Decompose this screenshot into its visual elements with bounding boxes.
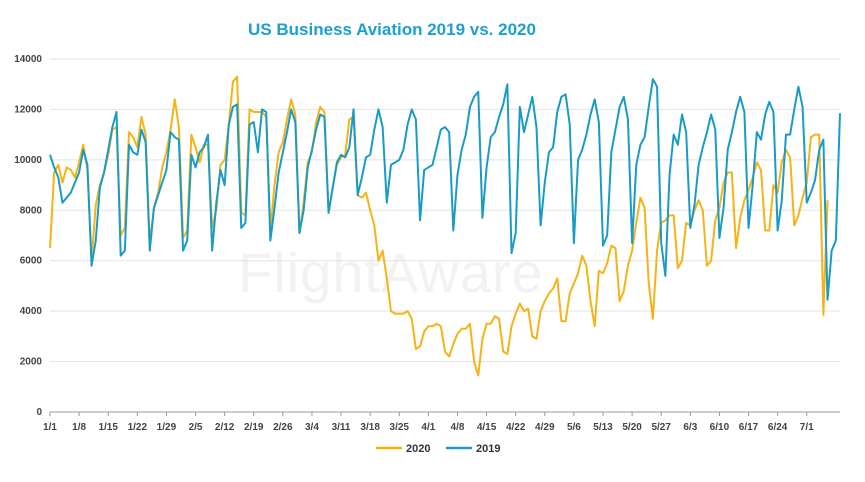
x-tick-label: 2/12 [215,422,235,433]
series-line-2019 [49,78,841,301]
x-tick-label: 2/26 [273,422,293,433]
x-tick-label: 5/13 [593,422,613,433]
x-tick-label: 5/6 [567,422,581,433]
x-tick-label: 4/15 [477,422,497,433]
legend-label-2019: 2019 [476,443,500,455]
x-tick-label: 7/1 [800,422,814,433]
x-tick-label: 3/25 [390,422,410,433]
x-tick-label: 6/24 [768,422,788,433]
x-tick-label: 1/29 [157,422,177,433]
x-tick-label: 1/8 [72,422,86,433]
x-tick-label: 6/3 [683,422,697,433]
watermark-text: FlightAware [238,241,544,304]
y-tick-label: 0 [36,407,42,418]
x-tick-label: 4/29 [535,422,555,433]
x-tick-label: 3/18 [360,422,380,433]
y-tick-label: 10000 [14,155,42,166]
y-tick-label: 12000 [14,104,42,115]
x-tick-label: 3/4 [305,422,319,433]
x-tick-label: 2/5 [189,422,203,433]
series-line-2020 [49,75,829,377]
x-tick-label: 3/11 [332,422,351,433]
y-tick-label: 8000 [20,205,43,216]
chart-title: US Business Aviation 2019 vs. 2020 [248,20,536,39]
y-tick-label: 4000 [20,306,43,317]
x-tick-label: 2/19 [244,422,264,433]
x-tick-label: 5/20 [622,422,642,433]
x-tick-label: 5/27 [651,422,671,433]
x-tick-label: 4/8 [451,422,465,433]
x-tick-label: 6/17 [739,422,759,433]
legend-label-2020: 2020 [406,443,430,455]
x-tick-label: 6/10 [710,422,730,433]
y-tick-label: 14000 [14,54,42,65]
x-tick-label: 4/1 [421,422,435,433]
x-tick-label: 1/1 [43,422,57,433]
x-tick-label: 1/15 [98,422,118,433]
y-tick-label: 6000 [20,256,43,267]
x-tick-label: 4/22 [506,422,526,433]
y-tick-label: 2000 [20,357,43,368]
x-tick-label: 1/22 [128,422,148,433]
